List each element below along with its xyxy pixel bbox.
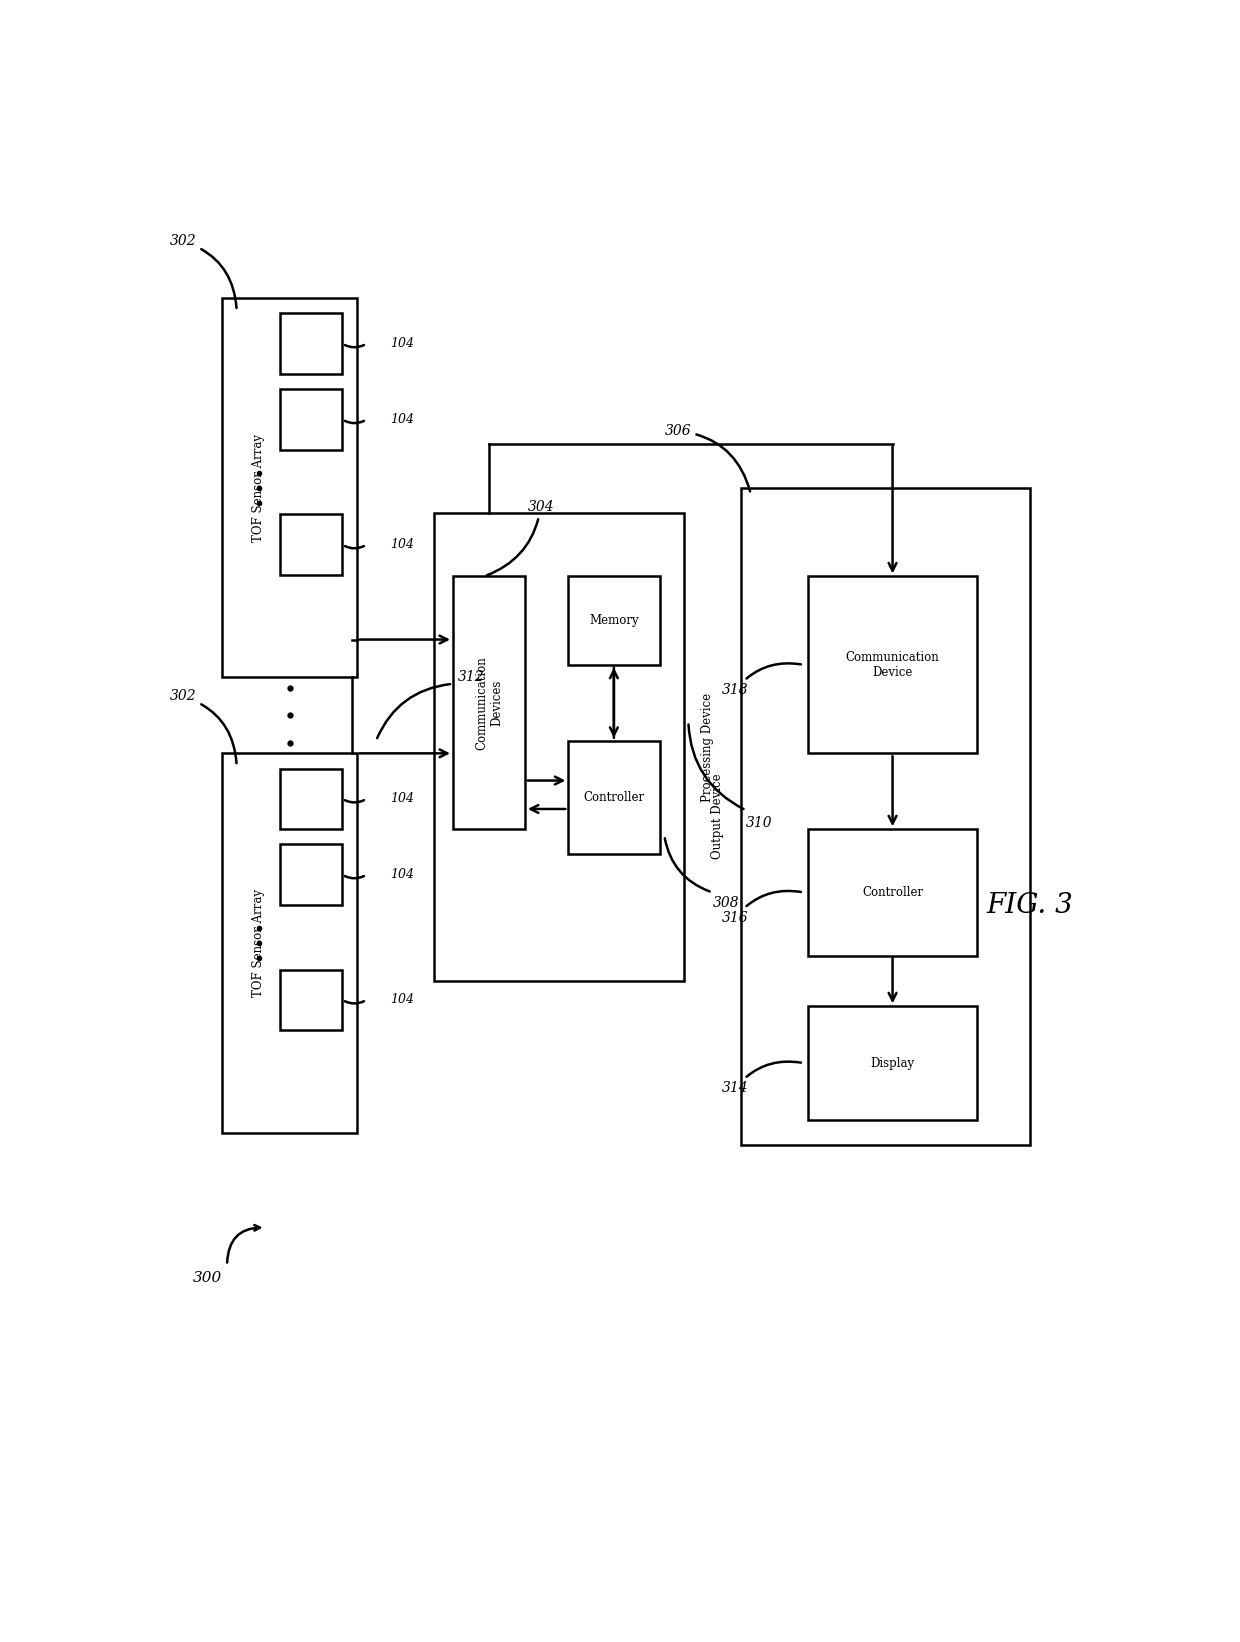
Text: TOF Sensor Array: TOF Sensor Array xyxy=(252,888,265,997)
Text: 104: 104 xyxy=(391,414,414,425)
Text: 308: 308 xyxy=(713,895,739,910)
Text: 104: 104 xyxy=(391,993,414,1007)
Bar xyxy=(280,844,342,905)
Text: TOF Sensor Array: TOF Sensor Array xyxy=(252,433,265,542)
Text: 318: 318 xyxy=(722,663,801,698)
Text: 302: 302 xyxy=(170,690,237,764)
Text: FIG. 3: FIG. 3 xyxy=(986,892,1073,918)
Text: Memory: Memory xyxy=(589,614,639,627)
Bar xyxy=(808,576,977,754)
Text: 104: 104 xyxy=(391,869,414,882)
Text: 304: 304 xyxy=(487,499,554,575)
Text: 314: 314 xyxy=(722,1062,801,1095)
Bar xyxy=(222,299,357,678)
Text: 312: 312 xyxy=(458,670,485,685)
Text: Processing Device: Processing Device xyxy=(701,693,714,801)
Bar xyxy=(808,829,977,956)
Text: Controller: Controller xyxy=(862,887,923,898)
Bar xyxy=(568,576,660,665)
Text: 316: 316 xyxy=(722,892,801,924)
Text: 310: 310 xyxy=(746,816,773,829)
Text: 306: 306 xyxy=(665,424,750,491)
Text: 302: 302 xyxy=(170,235,237,309)
Bar xyxy=(222,754,357,1133)
Text: 104: 104 xyxy=(391,793,414,805)
Text: Communication
Device: Communication Device xyxy=(846,650,940,678)
Bar xyxy=(280,768,342,829)
Text: 300: 300 xyxy=(193,1271,222,1286)
Bar xyxy=(280,314,342,374)
Text: 104: 104 xyxy=(391,539,414,552)
Text: Communication
Devices: Communication Devices xyxy=(475,655,503,750)
Bar xyxy=(280,969,342,1030)
Text: 104: 104 xyxy=(391,337,414,350)
Bar xyxy=(453,576,525,829)
Bar xyxy=(808,1007,977,1120)
Bar xyxy=(280,514,342,575)
Text: Controller: Controller xyxy=(583,791,645,805)
Bar xyxy=(280,389,342,450)
Bar xyxy=(434,512,683,980)
Text: Display: Display xyxy=(870,1056,915,1069)
Text: Output Device: Output Device xyxy=(711,773,724,859)
Bar xyxy=(742,488,1029,1146)
Bar xyxy=(568,741,660,854)
